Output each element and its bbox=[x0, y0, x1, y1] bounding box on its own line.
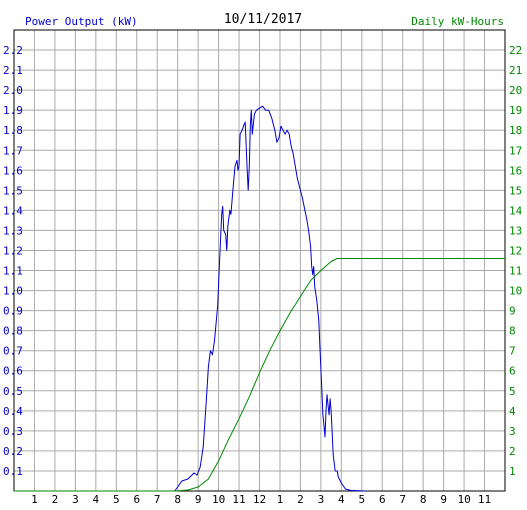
left-tick-label: 1.7 bbox=[3, 144, 23, 157]
left-tick-label: 1.5 bbox=[3, 184, 23, 197]
right-tick-label: 20 bbox=[509, 84, 522, 97]
left-tick-label: 1.9 bbox=[3, 104, 23, 117]
chart-title: 10/11/2017 bbox=[224, 12, 302, 27]
right-tick-label: 9 bbox=[509, 305, 516, 318]
left-tick-label: 1.2 bbox=[3, 244, 23, 257]
left-tick-label: 2.2 bbox=[3, 44, 23, 57]
right-tick-label: 4 bbox=[509, 405, 516, 418]
x-tick-label: 7 bbox=[154, 493, 161, 506]
left-tick-label: 0.1 bbox=[3, 465, 23, 478]
left-tick-label: 0.3 bbox=[3, 425, 23, 438]
right-tick-label: 12 bbox=[509, 244, 522, 257]
x-tick-label: 4 bbox=[93, 493, 100, 506]
left-tick-label: 0.6 bbox=[3, 365, 23, 378]
right-tick-label: 21 bbox=[509, 64, 522, 77]
x-tick-label: 3 bbox=[72, 493, 79, 506]
right-tick-label: 7 bbox=[509, 345, 516, 358]
right-tick-label: 14 bbox=[509, 204, 523, 217]
x-tick-label: 4 bbox=[338, 493, 345, 506]
x-tick-label: 11 bbox=[478, 493, 491, 506]
left-tick-label: 2.1 bbox=[3, 64, 23, 77]
x-tick-label: 6 bbox=[379, 493, 386, 506]
right-tick-label: 11 bbox=[509, 265, 522, 278]
series-group bbox=[14, 105, 505, 492]
left-tick-label: 1.0 bbox=[3, 285, 23, 298]
right-tick-label: 6 bbox=[509, 365, 516, 378]
x-tick-label: 11 bbox=[232, 493, 245, 506]
right-tick-label: 17 bbox=[509, 144, 522, 157]
left-tick-label: 0.4 bbox=[3, 405, 23, 418]
x-tick-label: 6 bbox=[133, 493, 140, 506]
left-axis-title: Power Output (kW) bbox=[25, 15, 138, 28]
right-tick-label: 3 bbox=[509, 425, 516, 438]
grid-lines bbox=[14, 30, 505, 491]
x-tick-label: 5 bbox=[113, 493, 120, 506]
x-tick-label: 10 bbox=[212, 493, 225, 506]
power-output-line bbox=[14, 105, 366, 492]
left-tick-label: 1.8 bbox=[3, 124, 23, 137]
x-tick-label: 2 bbox=[297, 493, 304, 506]
right-tick-label: 1 bbox=[509, 465, 516, 478]
right-tick-label: 18 bbox=[509, 124, 522, 137]
x-tick-label: 10 bbox=[457, 493, 470, 506]
right-tick-label: 10 bbox=[509, 285, 522, 298]
right-tick-label: 16 bbox=[509, 164, 522, 177]
left-tick-label: 1.4 bbox=[3, 204, 23, 217]
right-tick-label: 5 bbox=[509, 385, 516, 398]
x-tick-label: 12 bbox=[253, 493, 266, 506]
right-tick-label: 19 bbox=[509, 104, 522, 117]
x-tick-label: 5 bbox=[358, 493, 365, 506]
left-axis-ticks: 0.1 0.2 0.3 0.4 0.5 0.6 0.7 0.8 0.9 1.0 1.1 1.2 1.3 1… bbox=[3, 44, 23, 478]
left-tick-label: 2.0 bbox=[3, 84, 23, 97]
x-tick-label: 1 bbox=[277, 493, 284, 506]
x-tick-label: 1 bbox=[31, 493, 38, 506]
daily-kwh-line bbox=[14, 258, 505, 492]
x-tick-label: 8 bbox=[174, 493, 181, 506]
x-tick-label: 9 bbox=[440, 493, 447, 506]
left-tick-label: 1.3 bbox=[3, 224, 23, 237]
right-tick-label: 8 bbox=[509, 325, 516, 338]
left-tick-label: 0.7 bbox=[3, 345, 23, 358]
right-tick-label: 22 bbox=[509, 44, 522, 57]
left-tick-label: 0.8 bbox=[3, 325, 23, 338]
left-tick-label: 1.1 bbox=[3, 265, 23, 278]
plot-frame bbox=[13, 29, 506, 492]
x-tick-label: 9 bbox=[195, 493, 202, 506]
right-tick-label: 13 bbox=[509, 224, 522, 237]
x-tick-label: 2 bbox=[52, 493, 59, 506]
left-tick-label: 0.9 bbox=[3, 305, 23, 318]
right-axis-title: Daily kW-Hours bbox=[411, 15, 504, 28]
x-tick-label: 8 bbox=[420, 493, 427, 506]
x-tick-label: 3 bbox=[318, 493, 325, 506]
left-tick-label: 1.6 bbox=[3, 164, 23, 177]
x-axis-ticks: 1 2 3 4 5 6 7 8 9 10 11 12 1 2 3 4 5 6 7 8 9 10 11 bbox=[31, 493, 491, 506]
left-tick-label: 0.5 bbox=[3, 385, 23, 398]
left-tick-label: 0.2 bbox=[3, 445, 23, 458]
right-tick-label: 2 bbox=[509, 445, 516, 458]
x-tick-label: 7 bbox=[399, 493, 406, 506]
right-tick-label: 15 bbox=[509, 184, 522, 197]
